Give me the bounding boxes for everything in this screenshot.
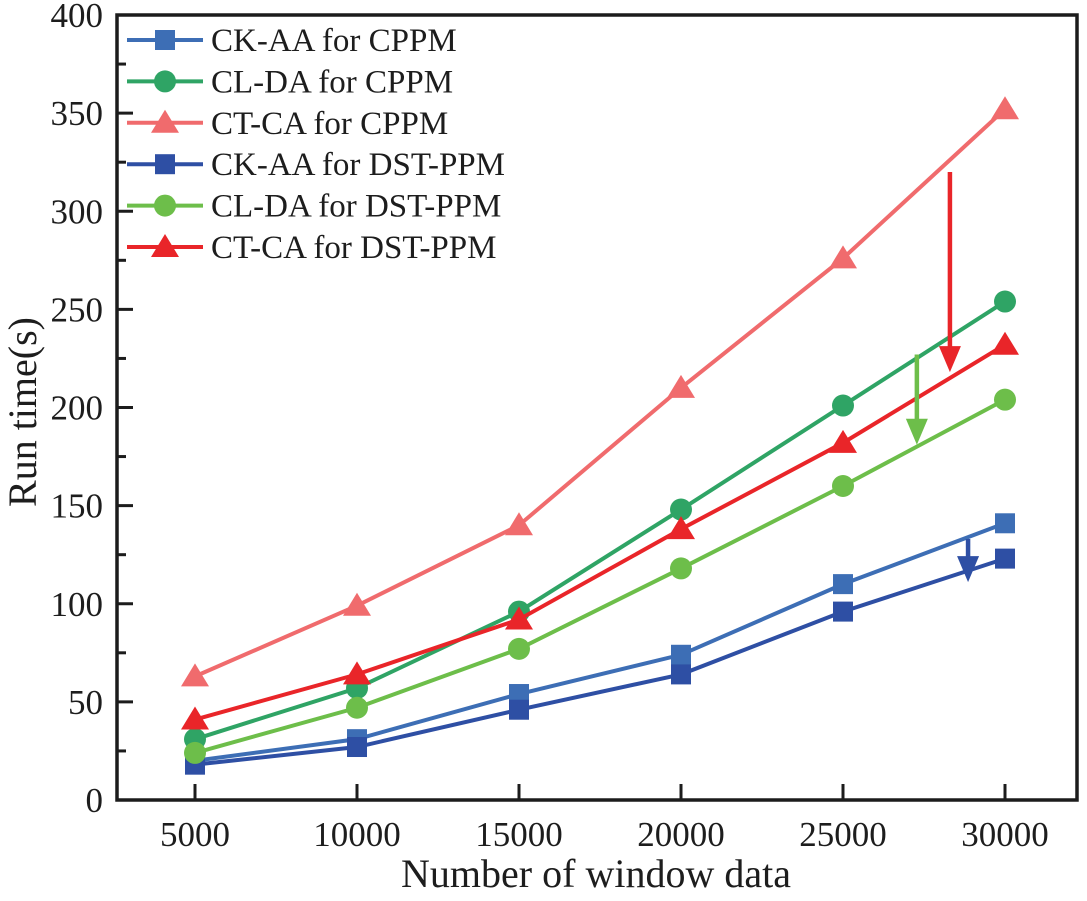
data-point-marker <box>829 245 857 269</box>
series-line-cl-da-for-dst-ppm <box>194 397 1006 755</box>
circle-legend-marker-icon <box>154 194 176 217</box>
y-axis-tick-label: 250 <box>51 290 104 329</box>
square-legend-marker-icon <box>155 154 175 175</box>
data-point-marker <box>994 388 1016 411</box>
x-axis-tick-label: 25000 <box>799 815 887 854</box>
triangle-legend-marker-icon <box>151 109 179 133</box>
data-point-marker <box>670 557 692 580</box>
series-line-ck-aa-for-cppm <box>194 521 1006 763</box>
annotation-arrow-head <box>938 346 961 373</box>
legend-item-label: CK-AA for DST-PPM <box>211 147 505 183</box>
data-point-marker <box>667 374 695 398</box>
y-axis-tick-label: 400 <box>51 0 104 35</box>
x-axis-tick-label: 10000 <box>313 815 401 854</box>
data-point-marker <box>508 637 530 660</box>
data-point-marker <box>667 516 695 540</box>
legend-item-label: CL-DA for DST-PPM <box>211 189 501 225</box>
data-point-marker <box>184 741 206 764</box>
x-axis-tick-label: 30000 <box>961 815 1049 854</box>
x-axis-tick-label: 5000 <box>160 815 230 854</box>
data-point-marker <box>995 548 1015 569</box>
x-axis-tick-label: 15000 <box>475 815 563 854</box>
x-axis-tick-label: 20000 <box>637 815 725 854</box>
legend-item-label: CT-CA for CPPM <box>211 106 448 142</box>
data-point-marker <box>670 498 692 521</box>
legend-item-label: CK-AA for CPPM <box>211 23 457 59</box>
data-point-marker <box>509 699 529 720</box>
annotation-arrow-head <box>957 556 980 583</box>
y-axis-tick-label: 300 <box>51 192 104 231</box>
y-axis-tick-label: 200 <box>51 389 104 428</box>
series-line-cl-da-for-cppm <box>194 299 1007 742</box>
data-point-marker <box>994 290 1016 313</box>
y-axis-tick-label: 50 <box>68 683 103 722</box>
circle-legend-marker-icon <box>154 70 176 93</box>
y-axis-tick-label: 0 <box>86 781 104 820</box>
data-point-marker <box>505 606 533 630</box>
data-point-marker <box>995 513 1015 534</box>
data-point-marker <box>347 737 367 758</box>
series-line-ct-ca-for-dst-ppm <box>194 342 1007 722</box>
y-axis-title: Run time(s) <box>0 317 45 507</box>
data-point-marker <box>343 592 371 616</box>
data-point-marker <box>509 684 529 705</box>
y-axis-tick-label: 150 <box>51 487 104 526</box>
data-point-marker <box>829 429 857 453</box>
legend-item-label: CL-DA for CPPM <box>211 64 453 100</box>
y-axis-tick-label: 100 <box>51 585 104 624</box>
data-point-marker <box>671 664 691 685</box>
x-axis-title: Number of window data <box>401 851 791 896</box>
data-point-marker <box>991 331 1019 355</box>
data-point-marker <box>833 601 853 622</box>
data-point-marker <box>991 96 1019 120</box>
legend-item-label: CT-CA for DST-PPM <box>211 230 496 266</box>
series-line-ck-aa-for-dst-ppm <box>194 556 1006 767</box>
triangle-legend-marker-icon <box>151 234 179 257</box>
data-point-marker <box>505 512 533 536</box>
data-point-marker <box>671 644 691 665</box>
annotation-arrow-head <box>905 418 928 445</box>
data-point-marker <box>832 394 854 417</box>
data-point-marker <box>832 475 854 497</box>
data-point-marker <box>346 696 368 719</box>
square-legend-marker-icon <box>155 30 175 50</box>
series-line-ct-ca-for-cppm <box>194 107 1007 679</box>
data-point-marker <box>833 574 853 595</box>
data-point-marker <box>181 663 209 687</box>
data-point-marker <box>343 661 371 685</box>
y-axis-tick-label: 350 <box>51 94 104 133</box>
data-point-marker <box>181 706 209 730</box>
